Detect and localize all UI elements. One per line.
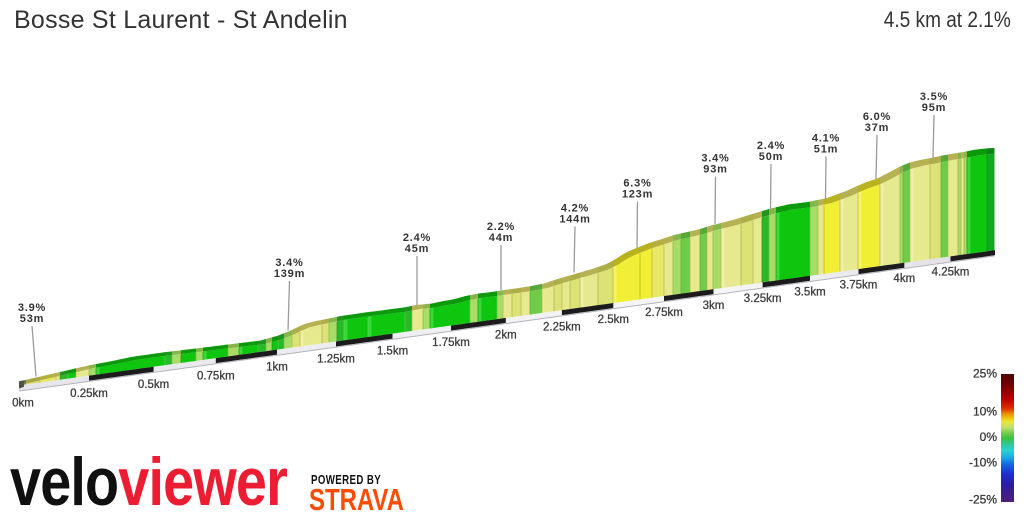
svg-text:2.5km: 2.5km: [598, 314, 629, 326]
svg-text:2.75km: 2.75km: [645, 307, 683, 319]
svg-text:2km: 2km: [495, 329, 517, 341]
svg-text:93m: 93m: [703, 164, 727, 176]
svg-text:37m: 37m: [865, 122, 889, 134]
svg-text:45m: 45m: [405, 243, 429, 255]
svg-text:3.5%: 3.5%: [920, 91, 948, 103]
svg-text:50m: 50m: [759, 151, 783, 163]
svg-text:0.5km: 0.5km: [138, 379, 169, 391]
svg-text:6.0%: 6.0%: [863, 111, 891, 123]
svg-text:4.2%: 4.2%: [561, 203, 589, 215]
svg-text:3.75km: 3.75km: [840, 280, 878, 292]
svg-text:-25%: -25%: [969, 493, 997, 507]
svg-text:1.5km: 1.5km: [377, 345, 408, 357]
svg-text:3.4%: 3.4%: [275, 257, 303, 269]
svg-text:-10%: -10%: [969, 456, 997, 470]
svg-text:0.75km: 0.75km: [197, 370, 235, 382]
svg-text:3.4%: 3.4%: [701, 153, 729, 165]
svg-text:2.4%: 2.4%: [403, 232, 431, 244]
svg-text:95m: 95m: [922, 102, 946, 114]
svg-text:0%: 0%: [980, 430, 998, 444]
svg-text:0km: 0km: [12, 398, 34, 410]
svg-text:123m: 123m: [622, 189, 653, 201]
svg-text:6.3%: 6.3%: [623, 178, 651, 190]
svg-text:4km: 4km: [893, 273, 915, 285]
svg-text:2.2%: 2.2%: [487, 221, 515, 233]
svg-text:144m: 144m: [559, 214, 590, 226]
svg-text:3.25km: 3.25km: [744, 293, 782, 305]
svg-text:2.4%: 2.4%: [757, 140, 785, 152]
svg-text:53m: 53m: [20, 313, 44, 325]
svg-text:1.75km: 1.75km: [432, 337, 470, 349]
svg-text:25%: 25%: [973, 367, 997, 381]
svg-text:3.5km: 3.5km: [794, 286, 825, 298]
svg-text:139m: 139m: [274, 268, 305, 280]
svg-text:4.1%: 4.1%: [812, 133, 840, 145]
svg-text:0.25km: 0.25km: [70, 388, 108, 400]
svg-text:4.25km: 4.25km: [932, 267, 970, 279]
svg-text:10%: 10%: [973, 405, 997, 419]
svg-text:1km: 1km: [266, 362, 288, 374]
svg-text:3km: 3km: [703, 300, 725, 312]
svg-text:1.25km: 1.25km: [317, 353, 355, 365]
svg-text:3.9%: 3.9%: [18, 302, 46, 314]
svg-text:44m: 44m: [489, 232, 513, 244]
svg-text:2.25km: 2.25km: [543, 321, 581, 333]
svg-text:51m: 51m: [814, 144, 838, 156]
